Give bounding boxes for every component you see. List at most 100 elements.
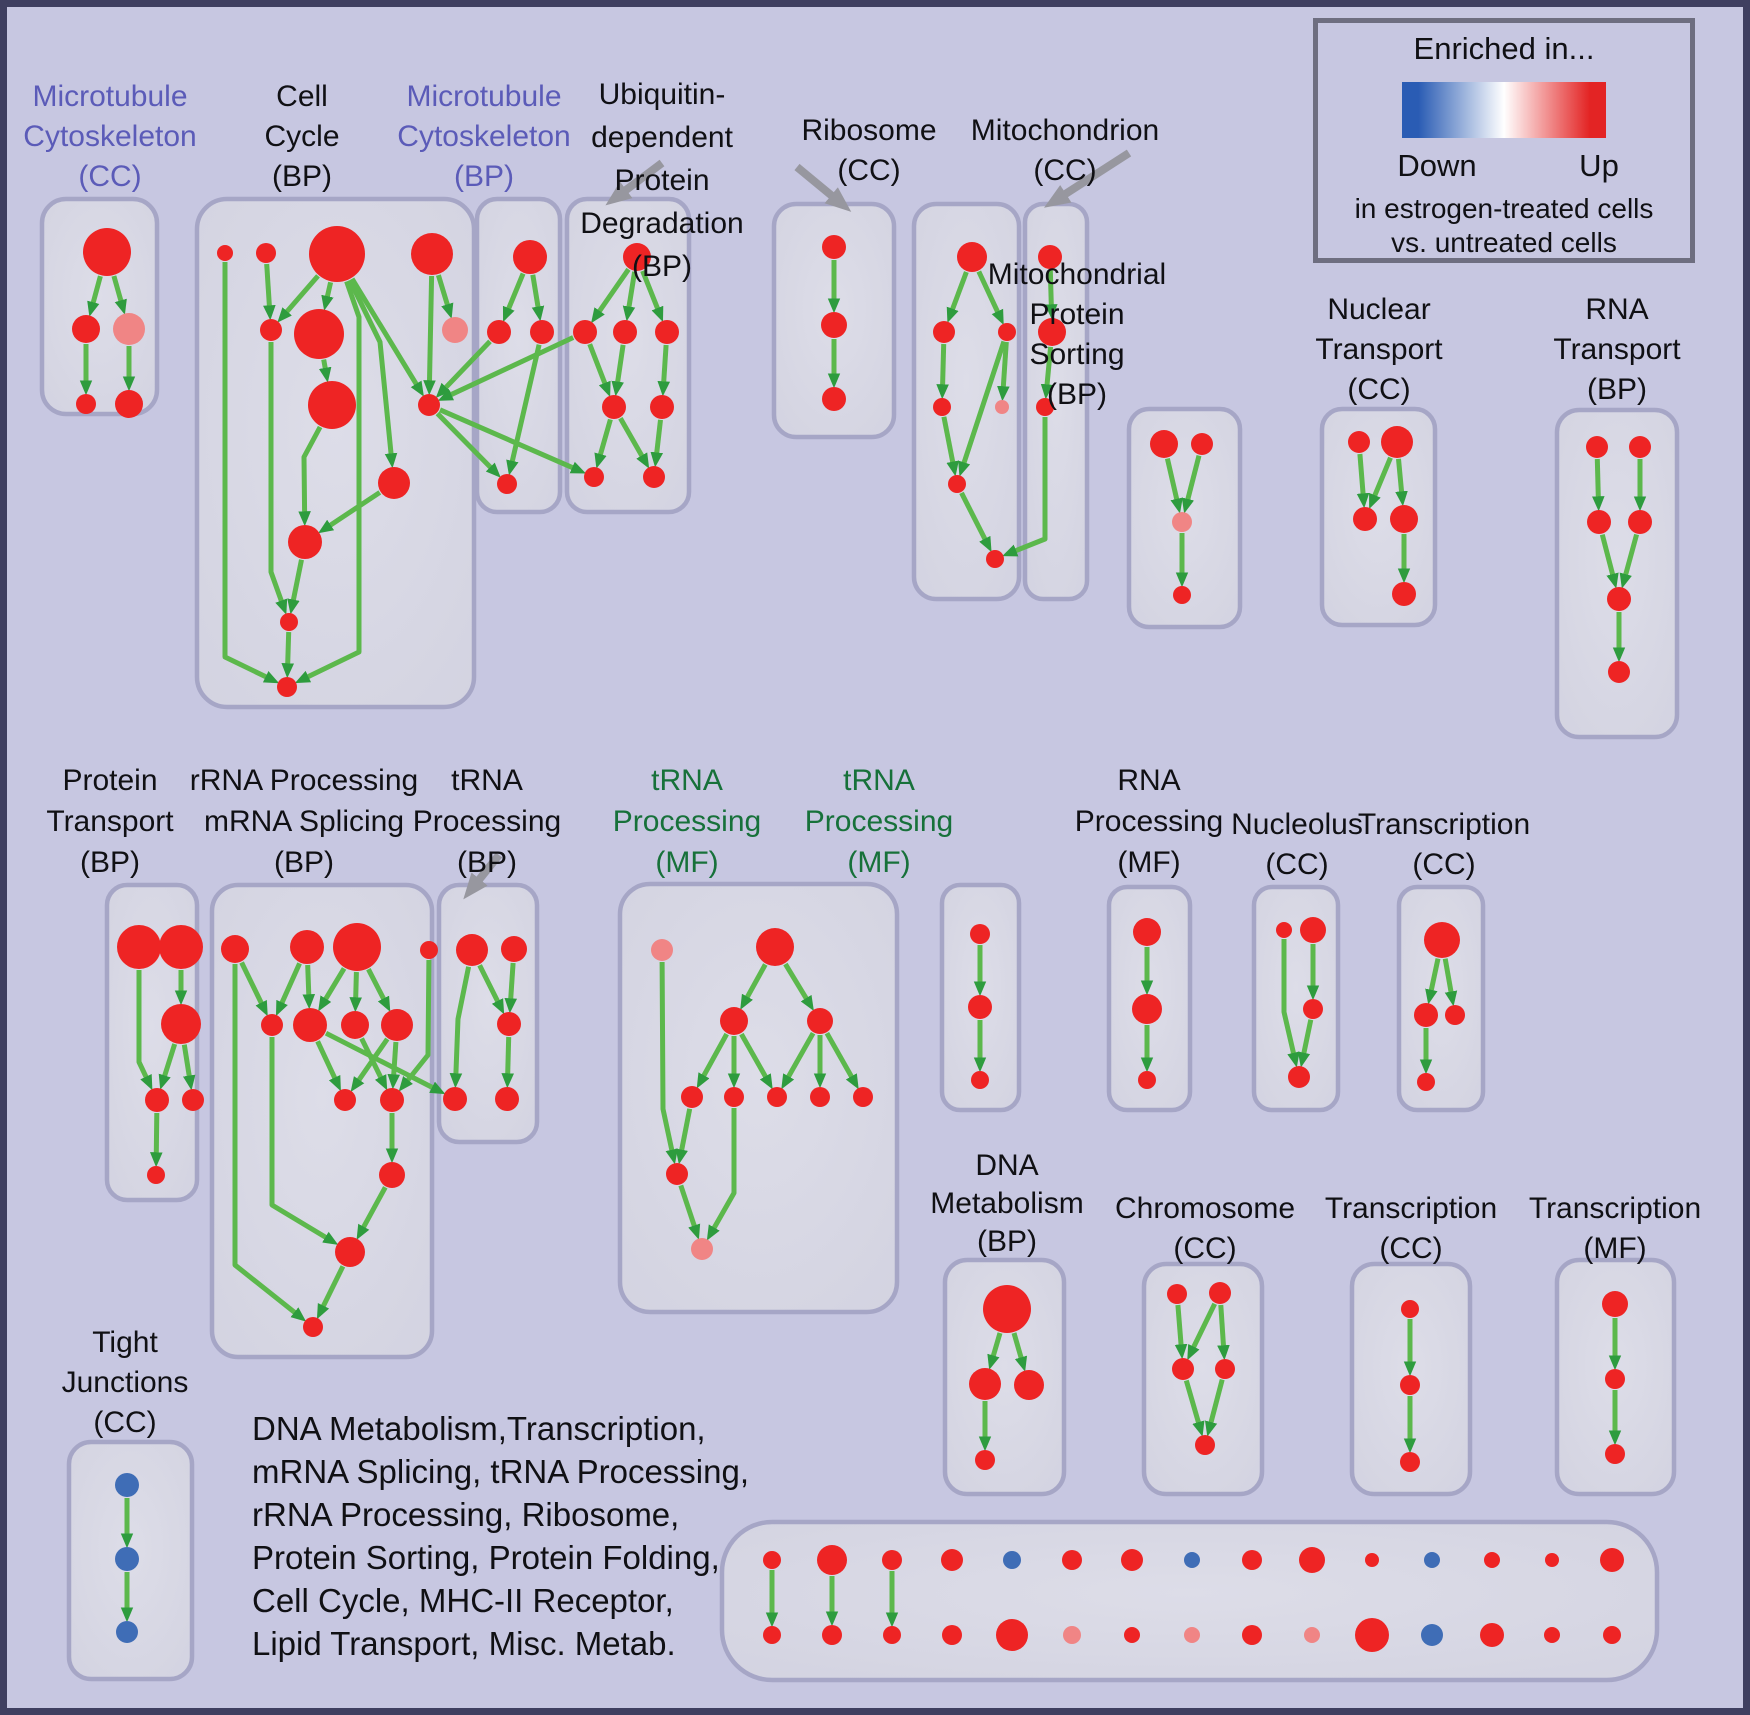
edge-R1-R2 xyxy=(946,271,969,323)
edge-t3-t5 xyxy=(501,1036,515,1089)
edge-c1-c3 xyxy=(1174,1304,1188,1360)
go-term-node-z3t xyxy=(882,1550,902,1570)
go-term-node-v3 xyxy=(1445,1005,1465,1025)
go-term-node-W1 xyxy=(822,235,846,259)
go-term-node-s1 xyxy=(970,924,990,944)
go-term-node-p4 xyxy=(145,1088,169,1112)
edge-r2-r4 xyxy=(275,962,302,1017)
legend-subtitle-line2: vs. untreated cells xyxy=(1391,227,1617,258)
go-term-node-p2 xyxy=(159,925,203,969)
go-term-node-g4 xyxy=(1173,586,1191,604)
go-term-node-q1 xyxy=(1133,918,1161,946)
edge-b3-b6 xyxy=(321,281,334,311)
edge-U1-U2 xyxy=(591,267,631,324)
edge-m3-m7 xyxy=(739,1032,773,1090)
edge-d1-d2 xyxy=(987,1332,1003,1370)
cluster-box-chromosome xyxy=(1141,1261,1265,1497)
go-term-node-z6t xyxy=(1062,1550,1082,1570)
go-term-node-a2 xyxy=(72,315,100,343)
edge-r7-r9 xyxy=(387,1041,401,1090)
cluster-box-transcription-cc-upper xyxy=(1396,884,1486,1113)
label-pointer-arrow-4 xyxy=(463,852,503,900)
go-term-node-m2 xyxy=(756,928,794,966)
edge-b1-b13 xyxy=(222,262,280,684)
go-term-node-k4 xyxy=(1628,510,1652,534)
go-term-node-z14t xyxy=(1545,1553,1559,1567)
go-term-node-z8b xyxy=(1184,1627,1200,1643)
go-term-node-g2 xyxy=(1191,433,1213,455)
edge-k4-k5 xyxy=(1619,533,1640,589)
cluster-box-nucleolus xyxy=(1251,884,1341,1113)
edge-U3-U5 xyxy=(611,344,626,397)
go-term-node-z8t xyxy=(1184,1552,1200,1568)
edge-r1-r4 xyxy=(239,961,268,1017)
edge-h1-h3 xyxy=(1356,453,1370,509)
go-term-node-R1 xyxy=(957,242,987,272)
cluster-box-rna-transport xyxy=(1554,407,1680,740)
edge-p4-p6 xyxy=(150,1112,163,1168)
go-term-node-p1 xyxy=(117,925,161,969)
go-term-node-m9 xyxy=(853,1087,873,1107)
go-term-node-z7b xyxy=(1124,1627,1140,1643)
go-term-node-b6 xyxy=(294,309,344,359)
go-term-node-h2 xyxy=(1381,426,1413,458)
go-term-node-t5 xyxy=(495,1087,519,1111)
go-term-node-T1 xyxy=(1038,245,1062,269)
edge-U5-U8 xyxy=(618,417,650,469)
go-term-node-U6 xyxy=(650,395,674,419)
go-term-node-m3 xyxy=(720,1007,748,1035)
edge-t2-t3 xyxy=(504,962,518,1014)
go-term-node-v4 xyxy=(1417,1073,1435,1091)
go-term-node-r12 xyxy=(303,1317,323,1337)
label-pointer-arrow-2 xyxy=(794,163,852,212)
go-term-node-s2 xyxy=(968,995,992,1019)
go-term-node-R4 xyxy=(933,398,951,416)
go-term-node-z1b xyxy=(763,1626,781,1644)
go-term-node-e3 xyxy=(1400,1452,1420,1472)
go-term-node-r8 xyxy=(334,1089,356,1111)
go-term-node-T2 xyxy=(1038,318,1066,346)
go-term-node-h4 xyxy=(1390,505,1418,533)
go-term-node-m4 xyxy=(807,1008,833,1034)
legend-box: Enriched in... Down Up in estrogen-treat… xyxy=(1313,18,1695,263)
go-term-node-c2 xyxy=(1209,1282,1231,1304)
go-term-node-u3 xyxy=(1303,999,1323,1019)
go-term-node-z1t xyxy=(763,1551,781,1569)
go-term-node-b1 xyxy=(217,245,233,261)
go-term-node-h1 xyxy=(1348,431,1370,453)
edge-b5-b12 xyxy=(268,342,288,615)
go-term-node-R6 xyxy=(948,475,966,493)
go-term-node-U7 xyxy=(584,467,604,487)
edge-p1-p4 xyxy=(136,970,153,1091)
go-term-node-a5 xyxy=(115,390,143,418)
edge-v1-v2 xyxy=(1425,958,1441,1005)
go-term-node-b4 xyxy=(411,233,453,275)
edge-R3-R5 xyxy=(997,341,1010,402)
go-term-node-m8 xyxy=(810,1087,830,1107)
go-term-node-a3 xyxy=(113,313,145,345)
go-term-node-b5 xyxy=(260,319,282,341)
edge-h2-h3 xyxy=(1369,456,1393,510)
go-term-node-q2 xyxy=(1132,994,1162,1024)
edge-U2-b9 xyxy=(437,335,575,401)
go-term-node-r1 xyxy=(221,935,249,963)
go-term-node-M1 xyxy=(513,240,547,274)
go-term-node-f1 xyxy=(1602,1291,1628,1317)
legend-gradient-bar xyxy=(1402,82,1606,138)
go-term-node-u1 xyxy=(1276,922,1292,938)
go-term-node-z13b xyxy=(1480,1623,1504,1647)
edge-b2-b5 xyxy=(263,263,276,321)
go-term-node-z12b xyxy=(1421,1624,1443,1646)
go-term-node-b8 xyxy=(308,381,356,429)
edge-p3-p4 xyxy=(158,1043,178,1090)
edge-R6-R7 xyxy=(959,491,992,553)
go-term-node-g1 xyxy=(1150,430,1178,458)
edge-r1-r12 xyxy=(232,964,307,1322)
edge-m5-m10 xyxy=(675,1108,693,1165)
go-term-node-z9t xyxy=(1242,1550,1262,1570)
edge-t1-t4 xyxy=(449,966,472,1089)
edge-k3-k5 xyxy=(1599,533,1619,589)
go-term-node-U1 xyxy=(623,243,651,271)
go-term-node-z12t xyxy=(1424,1552,1440,1568)
go-term-node-r10 xyxy=(379,1162,405,1188)
